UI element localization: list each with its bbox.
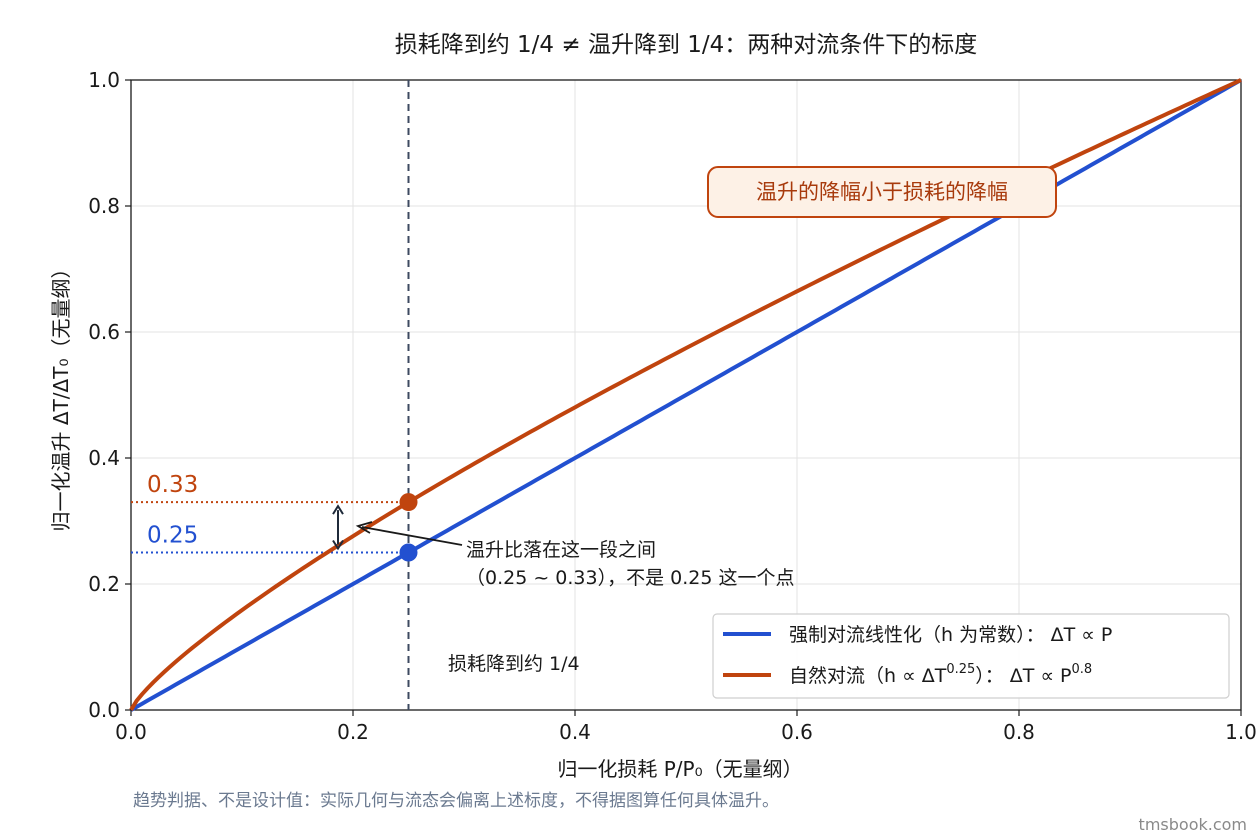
callout-text: 温升的降幅小于损耗的降幅: [756, 180, 1008, 204]
y-tick-label: 1.0: [88, 68, 120, 92]
point-value-label: 0.25: [147, 523, 198, 549]
y-tick-label: 0.2: [88, 572, 120, 596]
y-tick-label: 0.8: [88, 194, 120, 218]
ticks: 0.0 0.2 0.4 0.6 0.8 1.0 0.0 0.2 0.4 0.6 0.8 1.0: [88, 68, 1257, 744]
legend-natural-mid: ）： ΔT ∝ P: [975, 665, 1071, 687]
legend-natural-sup2: 0.8: [1072, 662, 1093, 677]
x-tick-label: 0.0: [115, 720, 147, 744]
x-tick-label: 1.0: [1225, 720, 1257, 744]
plot-area-border: [130, 79, 1242, 711]
x-tick-label: 0.6: [781, 720, 813, 744]
annotation-arrow-shaft: [361, 526, 463, 546]
footnote: 趋势判据、不是设计值：实际几何与流态会偏离上述标度，不得据图算任何具体温升。: [133, 791, 779, 811]
x-axis-label: 归一化损耗 P/P₀（无量纲）: [557, 757, 802, 781]
annotation-arrow-head: [355, 521, 373, 534]
x-tick-label: 0.2: [337, 720, 369, 744]
watermark: tmsbook.com: [1139, 815, 1247, 834]
legend-label-natural: 自然对流（h ∝ ΔT0.25）： ΔT ∝ P0.8: [789, 662, 1092, 687]
data-point: [399, 543, 418, 562]
chart-title: 损耗降到约 1/4 ≠ 温升降到 1/4：两种对流条件下的标度: [395, 32, 978, 58]
plot-frame: [130, 79, 1242, 711]
point-value-label: 0.33: [147, 472, 198, 498]
y-tick-label: 0.6: [88, 320, 120, 344]
x-tick-label: 0.4: [559, 720, 591, 744]
legend-natural-main: 自然对流（h ∝ ΔT: [789, 665, 947, 687]
data-point: [399, 493, 418, 512]
y-tick-label: 0.0: [88, 698, 120, 722]
arrow-annotation-line1: 温升比落在这一段之间: [466, 539, 656, 561]
callout-box: [707, 166, 1057, 218]
legend-box: [712, 613, 1230, 699]
reference-line-label: 损耗降到约 1/4: [448, 653, 580, 675]
y-tick-label: 0.4: [88, 446, 120, 470]
legend: 强制对流线性化（h 为常数）： ΔT ∝ P 自然对流（h ∝ ΔT0.25）：…: [712, 613, 1230, 699]
x-tick-label: 0.8: [1003, 720, 1035, 744]
range-arrow-head-top: [332, 504, 344, 515]
arrow-annotation-line2: （0.25 ~ 0.33），不是 0.25 这一个点: [466, 567, 795, 589]
range-arrow-head-bottom: [332, 539, 344, 551]
y-axis-label: 归一化温升 ΔT/ΔT₀（无量纲）: [49, 259, 73, 532]
legend-label-linear: 强制对流线性化（h 为常数）： ΔT ∝ P: [789, 624, 1112, 646]
callout: 温升的降幅小于损耗的降幅: [707, 166, 1057, 218]
legend-natural-sup1: 0.25: [946, 662, 975, 677]
series-line: [129, 78, 1242, 712]
